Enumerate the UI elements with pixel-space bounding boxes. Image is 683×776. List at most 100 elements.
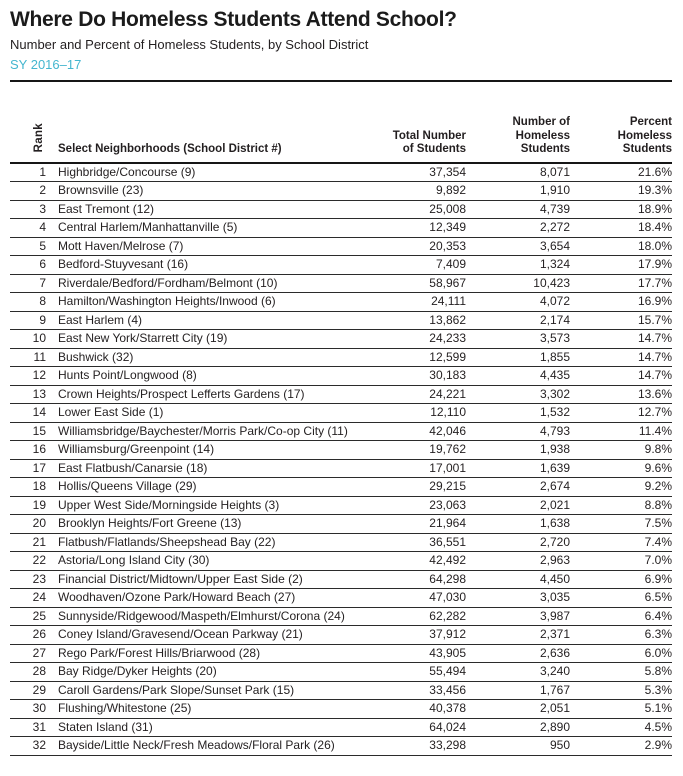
total-students-cell: 17,001 xyxy=(348,459,466,478)
rank-cell: 23 xyxy=(10,570,48,589)
table-row: 22 Astoria/Long Island City (30) 42,492 … xyxy=(10,551,672,571)
homeless-students-cell: 3,035 xyxy=(466,588,570,608)
page-subtitle: Number and Percent of Homeless Students,… xyxy=(10,37,369,52)
rank-cell: 19 xyxy=(10,496,48,515)
neighborhood-cell: Brooklyn Heights/Fort Greene (13) xyxy=(48,514,348,534)
percent-homeless-cell: 9.8% xyxy=(570,440,672,460)
total-students-cell: 64,024 xyxy=(348,718,466,737)
percent-homeless-cell: 9.2% xyxy=(570,477,672,497)
percent-homeless-cell: 8.8% xyxy=(570,496,672,515)
neighborhood-cell: Hamilton/Washington Heights/Inwood (6) xyxy=(48,292,348,312)
percent-homeless-cell: 16.9% xyxy=(570,292,672,312)
homeless-students-cell: 4,739 xyxy=(466,200,570,219)
rank-cell: 13 xyxy=(10,385,48,404)
homeless-students-cell: 2,051 xyxy=(466,699,570,719)
table-row: 4 Central Harlem/Manhattanville (5) 12,3… xyxy=(10,218,672,238)
percent-homeless-cell: 18.9% xyxy=(570,200,672,219)
neighborhood-cell: Staten Island (31) xyxy=(48,718,348,737)
percent-homeless-cell: 18.4% xyxy=(570,218,672,238)
table-row: 6 Bedford-Stuyvesant (16) 7,409 1,324 17… xyxy=(10,255,672,275)
neighborhood-column-header: Select Neighborhoods (School District #) xyxy=(48,82,348,164)
total-students-cell: 64,298 xyxy=(348,570,466,589)
homeless-students-cell: 2,963 xyxy=(466,551,570,571)
homeless-students-cell: 10,423 xyxy=(466,274,570,293)
table-row: 11 Bushwick (32) 12,599 1,855 14.7% xyxy=(10,348,672,367)
rank-cell: 8 xyxy=(10,292,48,312)
percent-homeless-cell: 4.5% xyxy=(570,718,672,737)
total-students-cell: 42,046 xyxy=(348,422,466,441)
table-row: 23 Financial District/Midtown/Upper East… xyxy=(10,570,672,589)
table-row: 20 Brooklyn Heights/Fort Greene (13) 21,… xyxy=(10,514,672,534)
neighborhood-cell: Hollis/Queens Village (29) xyxy=(48,477,348,497)
homeless-students-cell: 3,654 xyxy=(466,237,570,256)
rank-cell: 10 xyxy=(10,329,48,349)
table-row: 29 Caroll Gardens/Park Slope/Sunset Park… xyxy=(10,681,672,700)
percent-homeless-cell: 14.7% xyxy=(570,366,672,386)
homeless-students-cell: 3,573 xyxy=(466,329,570,349)
homeless-students-cell: 1,855 xyxy=(466,348,570,367)
homeless-students-cell: 3,302 xyxy=(466,385,570,404)
neighborhood-cell: Upper West Side/Morningside Heights (3) xyxy=(48,496,348,515)
total-students-cell: 7,409 xyxy=(348,255,466,275)
rank-cell: 14 xyxy=(10,403,48,423)
total-students-cell: 12,599 xyxy=(348,348,466,367)
total-students-cell: 25,008 xyxy=(348,200,466,219)
total-students-cell: 23,063 xyxy=(348,496,466,515)
table-row: 8 Hamilton/Washington Heights/Inwood (6)… xyxy=(10,292,672,312)
neighborhood-cell: Mott Haven/Melrose (7) xyxy=(48,237,348,256)
homeless-students-cell: 2,272 xyxy=(466,218,570,238)
rank-cell: 22 xyxy=(10,551,48,571)
table-row: 28 Bay Ridge/Dyker Heights (20) 55,494 3… xyxy=(10,662,672,682)
school-year-label: SY 2016–17 xyxy=(10,57,82,72)
rank-column-label: Rank xyxy=(32,122,45,152)
percent-homeless-cell: 14.7% xyxy=(570,348,672,367)
page-title: Where Do Homeless Students Attend School… xyxy=(10,8,457,31)
homeless-students-cell: 2,674 xyxy=(466,477,570,497)
rank-cell: 2 xyxy=(10,181,48,201)
district-table: Rank Select Neighborhoods (School Distri… xyxy=(10,82,672,756)
rank-cell: 6 xyxy=(10,255,48,275)
homeless-students-cell: 2,174 xyxy=(466,311,570,330)
rank-cell: 20 xyxy=(10,514,48,534)
neighborhood-cell: Financial District/Midtown/Upper East Si… xyxy=(48,570,348,589)
neighborhood-cell: Highbridge/Concourse (9) xyxy=(48,162,348,182)
total-students-cell: 33,456 xyxy=(348,681,466,700)
neighborhood-cell: Brownsville (23) xyxy=(48,181,348,201)
neighborhood-cell: Central Harlem/Manhattanville (5) xyxy=(48,218,348,238)
total-students-cell: 20,353 xyxy=(348,237,466,256)
total-students-cell: 12,110 xyxy=(348,403,466,423)
rank-cell: 24 xyxy=(10,588,48,608)
table-row: 30 Flushing/Whitestone (25) 40,378 2,051… xyxy=(10,699,672,719)
total-students-cell: 55,494 xyxy=(348,662,466,682)
total-students-cell: 19,762 xyxy=(348,440,466,460)
neighborhood-cell: Bedford-Stuyvesant (16) xyxy=(48,255,348,275)
table-row: 24 Woodhaven/Ozone Park/Howard Beach (27… xyxy=(10,588,672,608)
homeless-students-cell: 8,071 xyxy=(466,162,570,182)
rank-cell: 29 xyxy=(10,681,48,700)
table-body: 1 Highbridge/Concourse (9) 37,354 8,071 … xyxy=(10,162,672,756)
homeless-students-cell: 3,987 xyxy=(466,607,570,626)
rank-cell: 18 xyxy=(10,477,48,497)
rank-cell: 32 xyxy=(10,736,48,756)
total-students-cell: 40,378 xyxy=(348,699,466,719)
neighborhood-cell: Williamsburg/Greenpoint (14) xyxy=(48,440,348,460)
homeless-students-cell: 1,532 xyxy=(466,403,570,423)
neighborhood-cell: East Tremont (12) xyxy=(48,200,348,219)
table-header-row: Rank Select Neighborhoods (School Distri… xyxy=(10,82,672,164)
table-row: 18 Hollis/Queens Village (29) 29,215 2,6… xyxy=(10,477,672,497)
rank-cell: 28 xyxy=(10,662,48,682)
neighborhood-cell: Rego Park/Forest Hills/Briarwood (28) xyxy=(48,644,348,663)
homeless-students-cell: 1,910 xyxy=(466,181,570,201)
homeless-students-cell: 1,639 xyxy=(466,459,570,478)
percent-homeless-cell: 21.6% xyxy=(570,162,672,182)
rank-cell: 26 xyxy=(10,625,48,645)
table-header: Rank Select Neighborhoods (School Distri… xyxy=(10,82,672,164)
rank-column-header: Rank xyxy=(10,82,48,164)
percent-homeless-cell: 6.9% xyxy=(570,570,672,589)
table-row: 16 Williamsburg/Greenpoint (14) 19,762 1… xyxy=(10,440,672,460)
table-row: 27 Rego Park/Forest Hills/Briarwood (28)… xyxy=(10,644,672,663)
neighborhood-cell: Bayside/Little Neck/Fresh Meadows/Floral… xyxy=(48,736,348,756)
header-divider xyxy=(10,80,672,82)
neighborhood-cell: Flatbush/Flatlands/Sheepshead Bay (22) xyxy=(48,533,348,552)
percent-homeless-cell: 14.7% xyxy=(570,329,672,349)
